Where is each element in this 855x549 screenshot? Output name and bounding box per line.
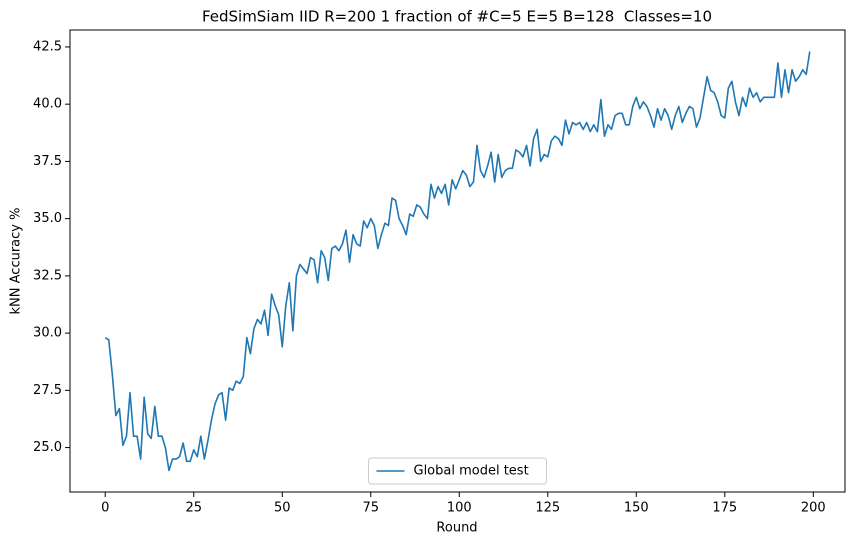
x-tick-label: 100 [447, 501, 472, 516]
x-tick-label: 50 [274, 501, 291, 516]
chart-title: FedSimSiam IID R=200 1 fraction of #C=5 … [202, 8, 712, 26]
x-tick-label: 200 [801, 501, 826, 516]
x-tick-label: 75 [362, 501, 379, 516]
data-line [104, 51, 811, 472]
y-tick-label: 37.5 [33, 154, 62, 169]
legend-label: Global model test [414, 464, 529, 479]
y-tick-label: 35.0 [33, 211, 62, 226]
y-tick-label: 27.5 [33, 383, 62, 398]
legend-box [368, 457, 547, 485]
x-tick-label: 0 [101, 501, 109, 516]
y-tick-label: 42.5 [33, 39, 62, 54]
x-tick-label: 150 [624, 501, 649, 516]
y-axis-label: kNN Accuracy % [9, 208, 24, 315]
x-tick-label: 25 [185, 501, 202, 516]
y-tick-label: 30.0 [33, 326, 62, 341]
x-axis-label: Round [436, 521, 477, 536]
axes-frame [69, 29, 846, 493]
x-tick-label: 125 [535, 501, 560, 516]
y-tick-label: 32.5 [33, 268, 62, 283]
y-tick-label: 40.0 [33, 97, 62, 112]
y-tick-label: 25.0 [33, 440, 62, 455]
x-tick-label: 175 [712, 501, 737, 516]
